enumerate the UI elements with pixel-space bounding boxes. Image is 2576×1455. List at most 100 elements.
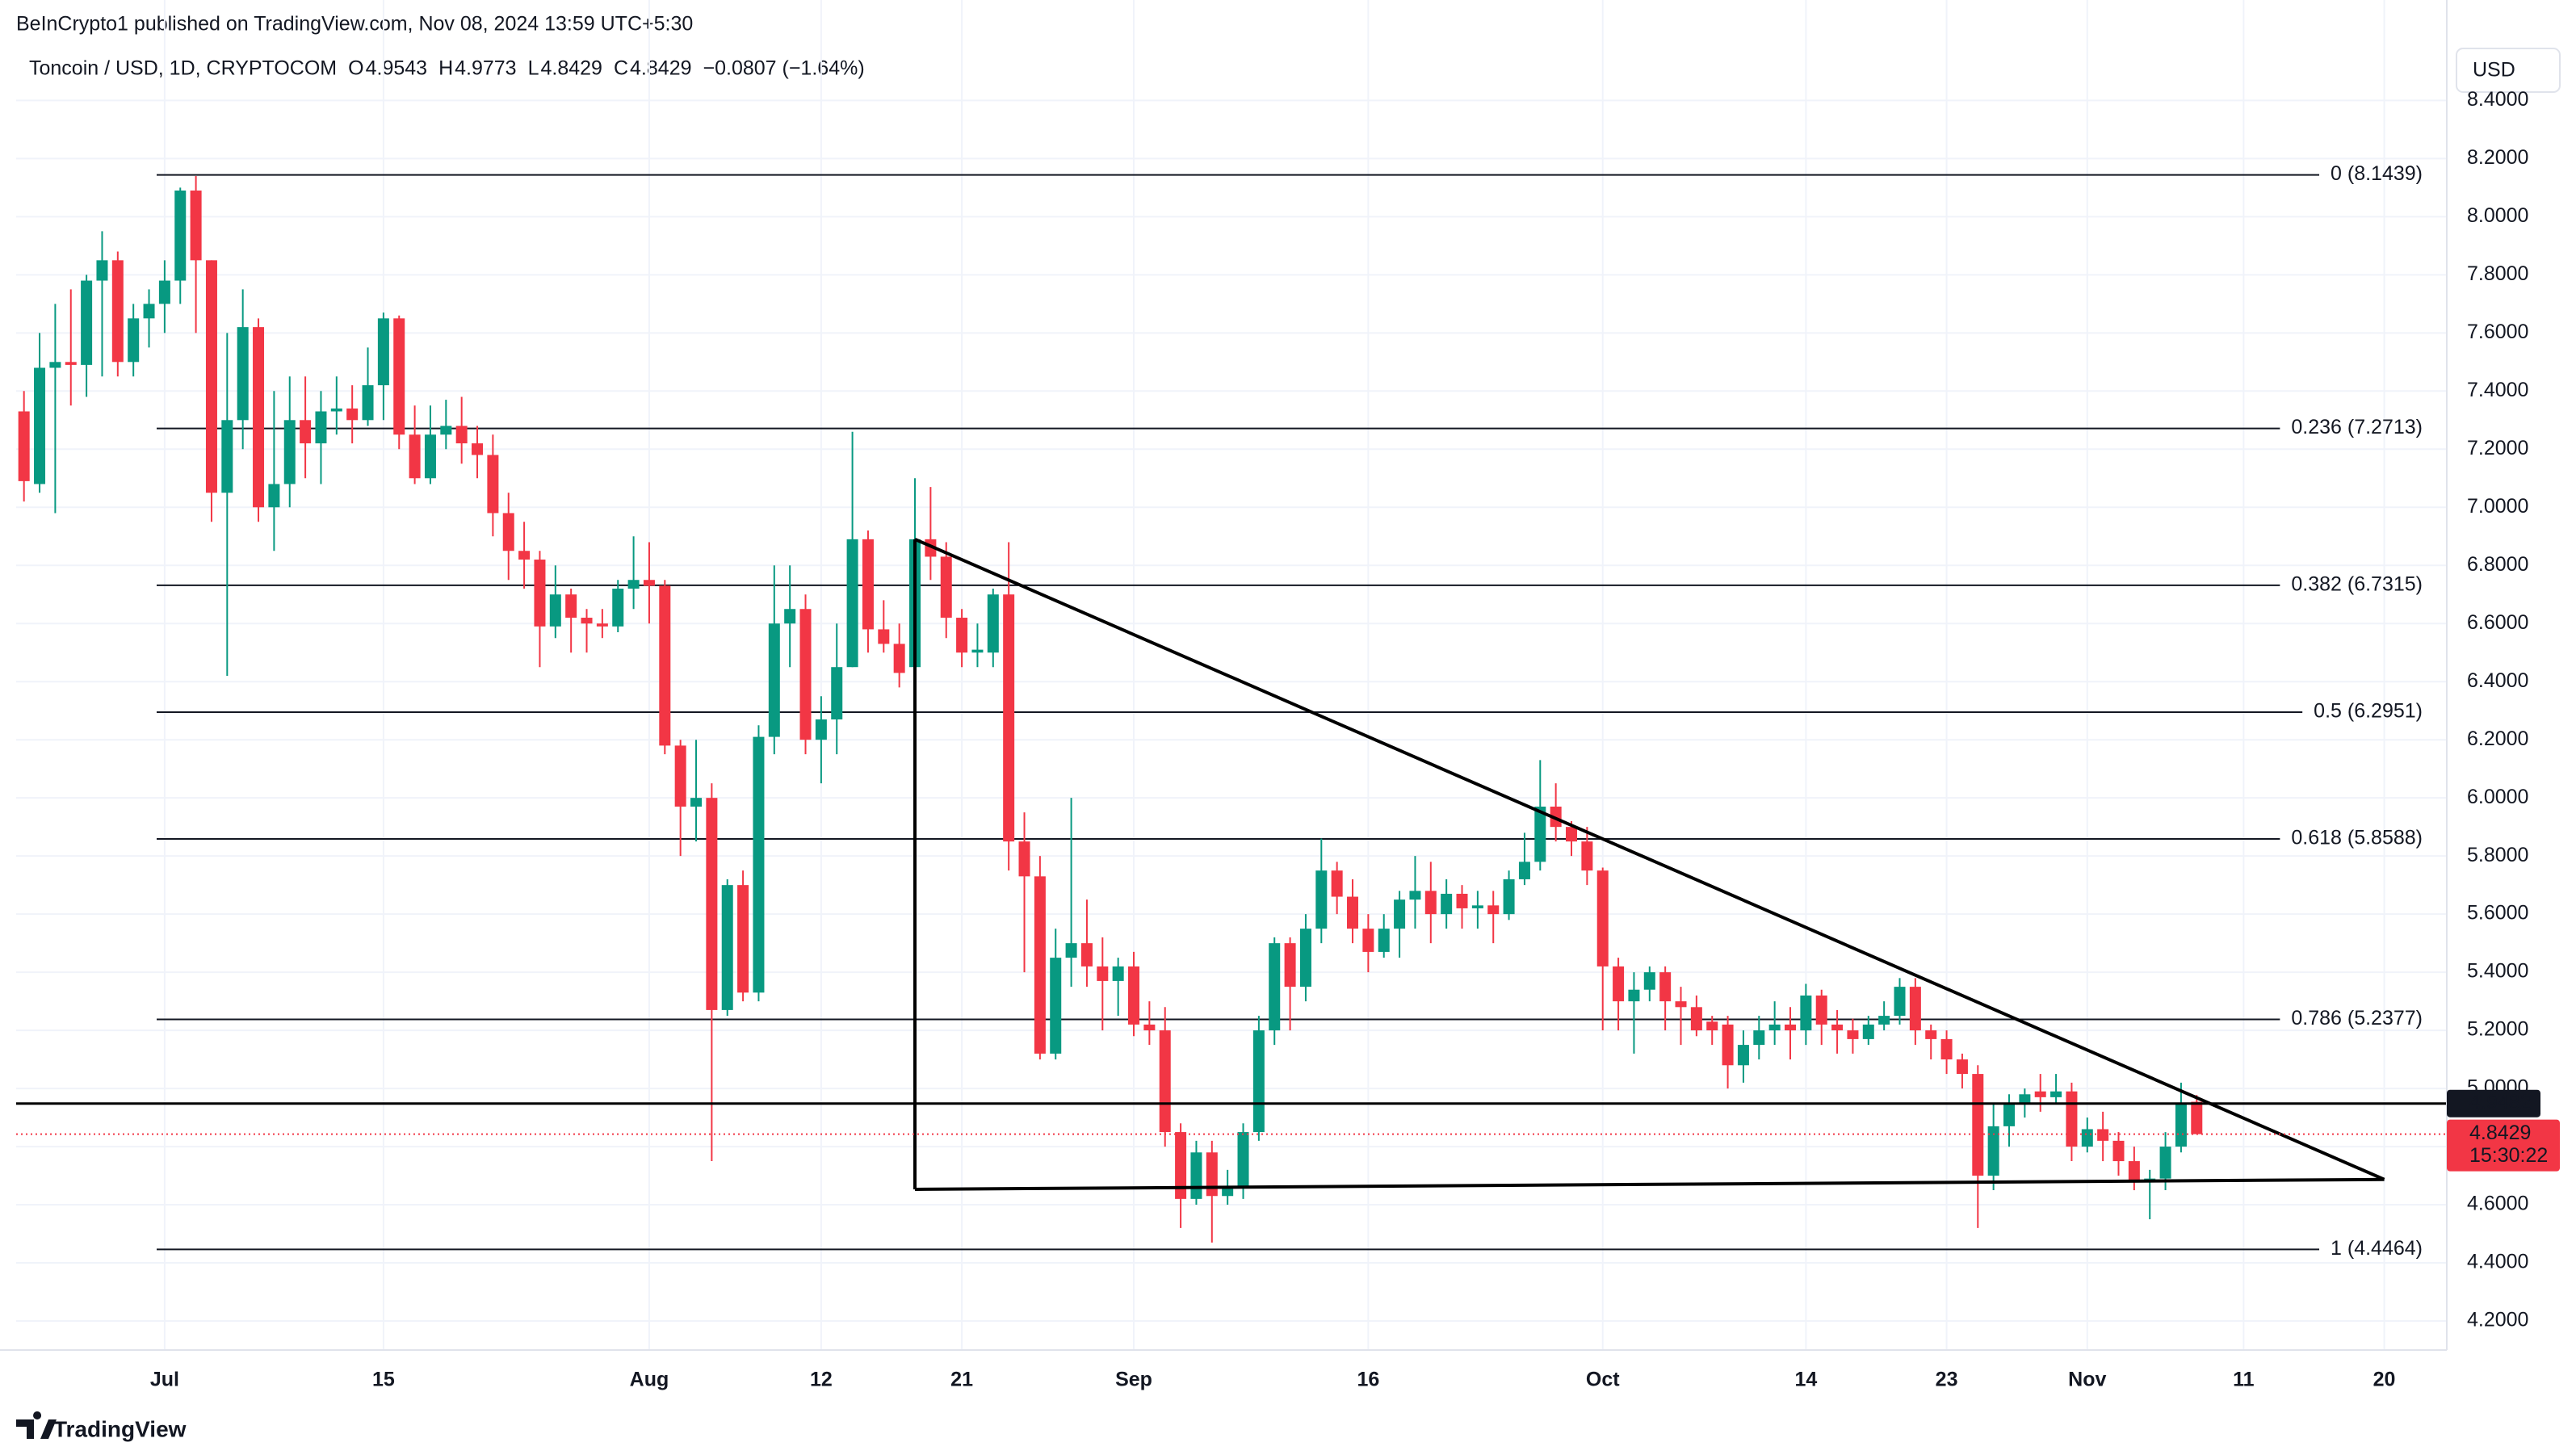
- candle-body: [721, 885, 733, 1010]
- y-tick-label: 8.0000: [2467, 204, 2528, 227]
- candle-body: [1753, 1030, 1765, 1046]
- candle-body: [1080, 943, 1093, 967]
- candle-body: [2019, 1094, 2031, 1104]
- candle-body: [409, 434, 421, 479]
- candle-body: [1659, 972, 1672, 1002]
- header-text: 4.8429: [630, 57, 691, 80]
- candle-body: [2175, 1103, 2187, 1147]
- y-tick-label: 4.6000: [2467, 1193, 2528, 1215]
- candle-body: [1534, 806, 1546, 862]
- header-text: 4.8429: [541, 57, 602, 80]
- currency-button[interactable]: [2456, 48, 2561, 93]
- candle-body: [96, 260, 108, 281]
- candle-body: [330, 408, 342, 412]
- candle-body: [174, 190, 187, 281]
- fib-label: 0.236 (7.2713): [2291, 416, 2423, 438]
- candle-body: [111, 260, 124, 363]
- candle-body: [1190, 1152, 1202, 1199]
- header-text: 4.9543: [366, 57, 427, 80]
- candle-body: [472, 443, 484, 455]
- candle-body: [440, 426, 452, 435]
- candle-body: [1487, 905, 1500, 915]
- y-tick-label: 6.2000: [2467, 728, 2528, 750]
- candle-body: [487, 455, 499, 514]
- candle-body: [862, 539, 874, 630]
- header-text: −0.0807 (−1.64%): [703, 57, 865, 80]
- candle-body: [1299, 929, 1311, 987]
- currency-label[interactable]: USD: [2473, 59, 2515, 82]
- candle-body: [1706, 1021, 1718, 1031]
- candle-body: [1956, 1059, 1968, 1075]
- y-tick-label: 6.8000: [2467, 553, 2528, 576]
- candle-body: [283, 420, 296, 484]
- candle-body: [2112, 1140, 2125, 1162]
- candle-body: [753, 736, 765, 993]
- candle-body: [1518, 862, 1530, 879]
- header-text: L: [528, 57, 539, 80]
- candle-body: [362, 385, 374, 421]
- brand: TradingView: [53, 1416, 187, 1441]
- x-tick-label: Nov: [2068, 1369, 2106, 1391]
- candle-body: [674, 745, 686, 807]
- candle-body: [1175, 1132, 1187, 1199]
- candle-body: [1847, 1030, 1859, 1039]
- candle-body: [49, 362, 61, 368]
- x-tick-label: 23: [1936, 1369, 1958, 1391]
- candle-body: [831, 667, 843, 719]
- candle-body: [1722, 1024, 1734, 1066]
- grid: [16, 0, 2447, 1350]
- candle-body: [1034, 876, 1046, 1054]
- candle-body: [815, 719, 827, 740]
- candle-body: [1831, 1024, 1844, 1031]
- candle-body: [1613, 966, 1625, 1002]
- candle-body: [768, 623, 780, 737]
- fib-label: 0.382 (6.7315): [2291, 573, 2423, 596]
- candle-body: [565, 594, 577, 618]
- x-tick-label: Jul: [150, 1369, 179, 1391]
- candle-body: [1269, 943, 1281, 1031]
- candle-body: [2097, 1129, 2109, 1141]
- candle-body: [1394, 899, 1406, 929]
- candle-body: [799, 609, 812, 740]
- candle-body: [987, 594, 999, 653]
- candle-body: [1362, 929, 1374, 952]
- candle-body: [34, 367, 46, 484]
- candle-body: [190, 190, 202, 261]
- candle-body: [1315, 870, 1328, 929]
- candle-body: [627, 580, 640, 589]
- candle-body: [1456, 893, 1468, 908]
- candle-body: [2159, 1147, 2171, 1179]
- countdown-label: 15:30:22: [2469, 1144, 2548, 1167]
- candle-body: [1800, 995, 1812, 1031]
- candle-body: [205, 260, 217, 493]
- candle-body: [1424, 891, 1437, 915]
- y-tick-label: 5.8000: [2467, 844, 2528, 866]
- x-tick-label: 12: [810, 1369, 833, 1391]
- x-tick-label: Oct: [1586, 1369, 1620, 1391]
- candle-body: [1284, 943, 1296, 987]
- candle-body: [1347, 896, 1359, 929]
- y-tick-label: 6.6000: [2467, 611, 2528, 634]
- candle-body: [893, 644, 905, 673]
- header-text: H: [438, 57, 453, 80]
- candle-body: [221, 420, 233, 493]
- header-text: Toncoin / USD, 1D, CRYPTOCOM: [29, 57, 337, 80]
- candle-body: [846, 539, 858, 668]
- candle-body: [81, 280, 93, 365]
- candle-body: [940, 556, 952, 618]
- brand-logo: [16, 1411, 57, 1439]
- x-tick-label: 14: [1794, 1369, 1817, 1391]
- y-tick-label: 5.2000: [2467, 1018, 2528, 1041]
- fib-label: 0.786 (5.2377): [2291, 1007, 2423, 1029]
- candle-body: [237, 327, 249, 421]
- header-text: 4.9773: [455, 57, 516, 80]
- candle-body: [1441, 893, 1453, 915]
- y-tick-label: 4.2000: [2467, 1309, 2528, 1331]
- candle-body: [1675, 1001, 1687, 1008]
- candle-body: [1112, 966, 1124, 981]
- y-tick-label: 6.4000: [2467, 669, 2528, 692]
- candle-body: [2081, 1129, 2093, 1147]
- candle-body: [1050, 958, 1062, 1054]
- y-tick-label: 7.6000: [2467, 321, 2528, 343]
